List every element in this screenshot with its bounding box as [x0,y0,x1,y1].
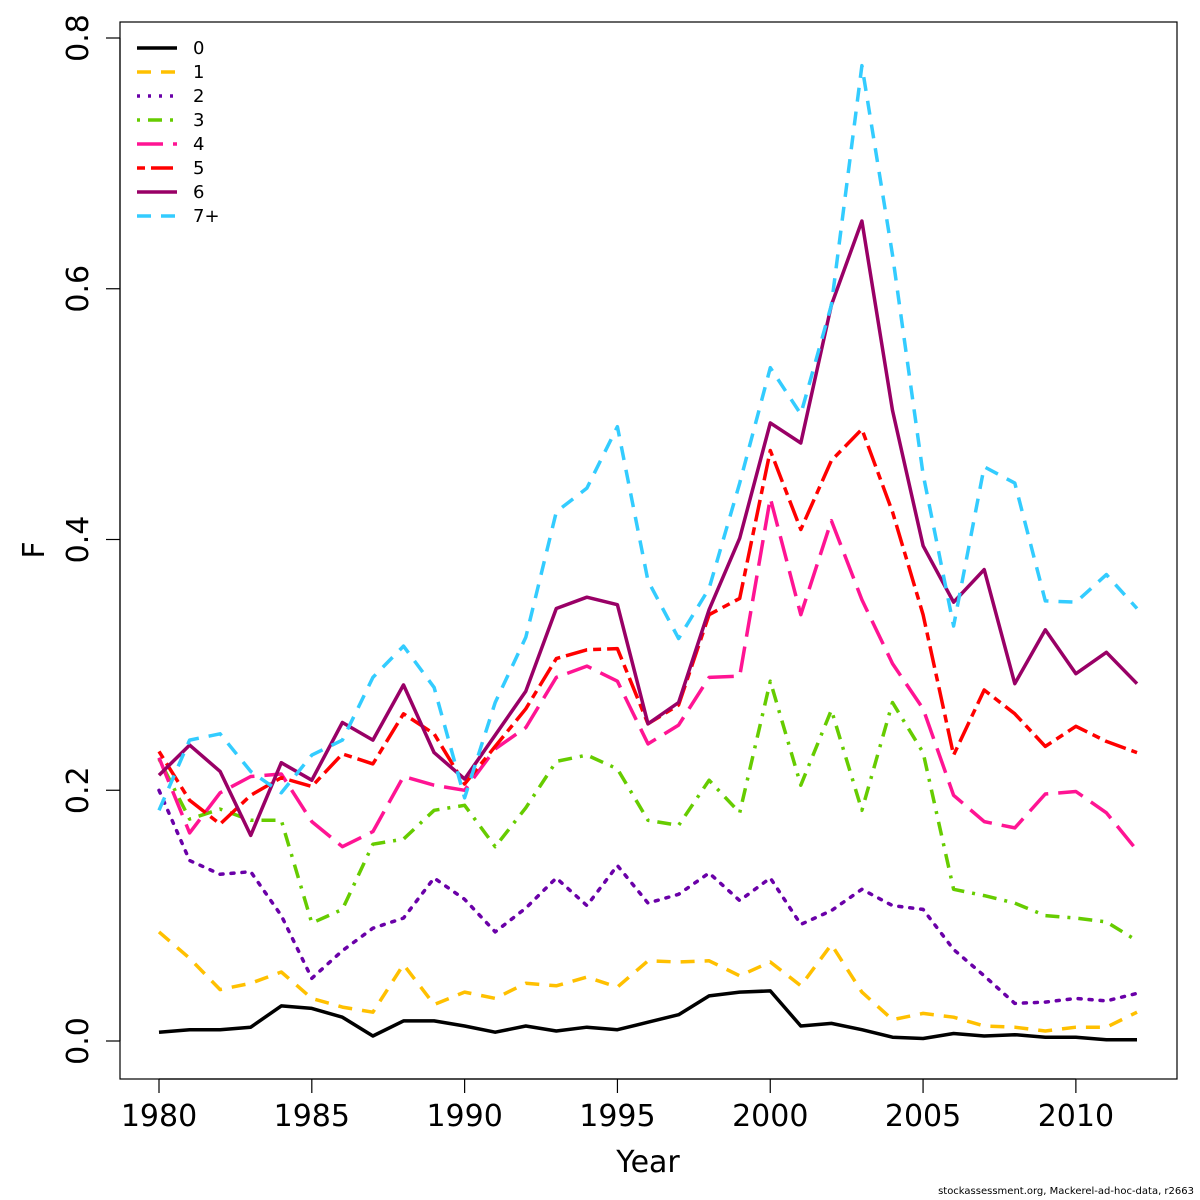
source-credit: stockassessment.org, Mackerel-ad-hoc-dat… [938,1186,1194,1197]
series-line-7+ [157,63,1139,811]
legend-label-3: 3 [193,110,204,131]
x-tick-label-1995: 1995 [579,1099,655,1134]
y-axis: 0.0 0.2 0.4 0.6 0.8 [61,14,121,1065]
series-line-0 [158,989,1137,1042]
x-tick-label-2005: 2005 [885,1099,961,1134]
y-tick-label-0.8: 0.8 [61,14,96,62]
legend-label-4: 4 [193,134,204,155]
series-line-4 [157,496,1139,852]
series-line-2 [157,788,1139,1006]
legend-label-2: 2 [193,86,204,107]
series-line-6 [157,219,1139,838]
x-tick-label-1985: 1985 [274,1099,350,1134]
x-tick-label-1980: 1980 [121,1099,197,1134]
x-axis-title: Year [615,1145,680,1180]
y-axis-title: F [17,541,52,558]
x-axis: 1980 1985 1990 1995 2000 2005 2010 [121,1078,1114,1134]
y-tick-label-0.6: 0.6 [61,265,96,313]
series-lines [157,63,1139,1042]
legend-label-5: 5 [193,158,204,179]
x-tick-label-2000: 2000 [732,1099,808,1134]
legend-label-0: 0 [193,38,204,59]
x-tick-label-1990: 1990 [426,1099,502,1134]
y-tick-label-0.0: 0.0 [61,1017,96,1065]
legend-label-1: 1 [193,62,204,83]
x-tick-label-2010: 2010 [1038,1099,1114,1134]
legend: 0 1 2 3 4 5 6 7+ [137,38,220,227]
y-tick-label-0.4: 0.4 [61,516,96,564]
series-line-1 [157,930,1138,1033]
legend-label-7+: 7+ [193,206,220,227]
y-tick-label-0.2: 0.2 [61,766,96,814]
legend-label-6: 6 [193,182,204,203]
series-line-3 [157,679,1138,943]
